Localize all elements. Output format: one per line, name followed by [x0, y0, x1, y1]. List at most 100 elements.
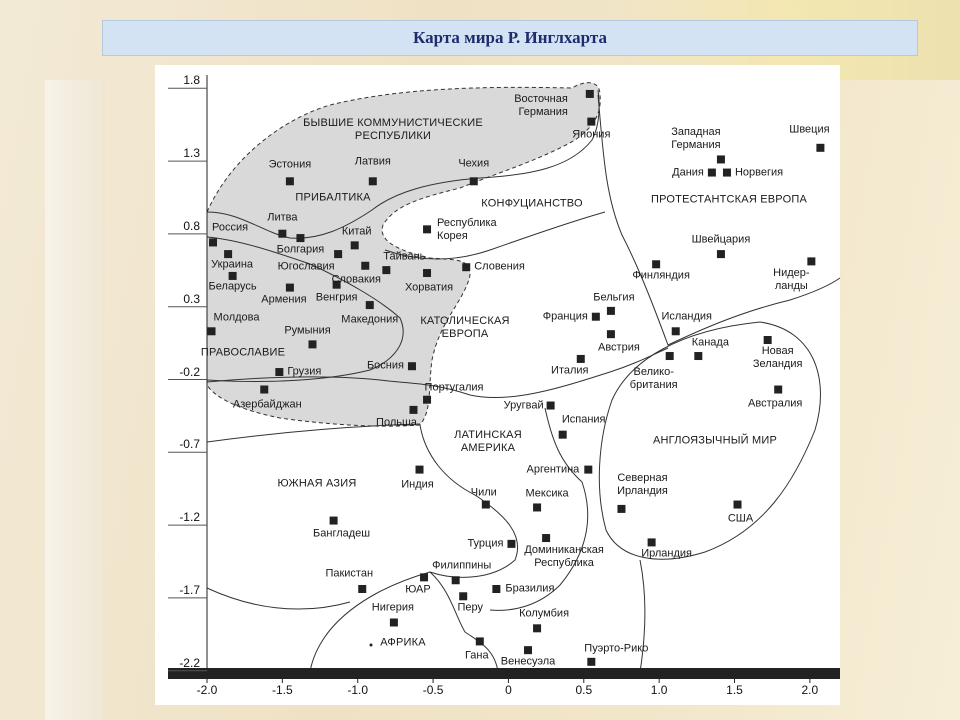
- point: [722, 168, 731, 177]
- point: [407, 362, 416, 371]
- region-label: АНГЛОЯЗЫЧНЫЙ МИР: [652, 434, 778, 447]
- region-label: БЫВШИЕ КОММУНИСТИЧЕСКИЕ РЕСПУБЛИКИ: [303, 117, 483, 142]
- point-label: Аргентина: [526, 463, 580, 476]
- point-label: Словакия: [331, 273, 381, 286]
- point: [285, 177, 294, 186]
- region-ex-communist: [206, 82, 601, 427]
- point-label: Босния: [366, 359, 404, 372]
- region-label: КОНФУЦИАНСТВО: [481, 197, 583, 210]
- point: [492, 585, 501, 594]
- region-label: АФРИКА: [380, 636, 426, 649]
- point: [671, 327, 680, 336]
- point: [420, 573, 429, 582]
- point: [224, 250, 233, 259]
- point-label: Чехия: [458, 157, 490, 170]
- point: [423, 269, 432, 278]
- point: [707, 168, 716, 177]
- point-label: Филиппины: [432, 559, 492, 572]
- slide-title: Карта мира Р. Инглхарта: [413, 28, 607, 47]
- x-tick-label: -1.0: [347, 683, 369, 697]
- region-label: ПРОТЕСТАНТСКАЯ ЕВРОПА: [650, 193, 808, 206]
- point-label: Чили: [470, 486, 497, 499]
- point-label: Румыния: [284, 324, 331, 337]
- point: [358, 585, 367, 594]
- point-label: Франция: [542, 310, 588, 323]
- point: [209, 238, 218, 247]
- x-tick-label: 0.5: [575, 683, 593, 697]
- point-label: Турция: [467, 537, 504, 550]
- point-label: Болгария: [276, 243, 325, 256]
- x-tick-label: -1.5: [272, 683, 293, 697]
- point-label: Италия: [551, 364, 589, 377]
- point: [576, 354, 585, 363]
- point-label: Словения: [474, 260, 525, 273]
- region-label: ПРАВОСЛАВИЕ: [200, 346, 286, 359]
- point: [368, 177, 377, 186]
- point-label: Дания: [672, 166, 704, 179]
- point-label: Япония: [572, 128, 611, 141]
- point: [350, 241, 359, 250]
- region-line: [206, 236, 404, 383]
- point: [423, 395, 432, 404]
- y-tick-label: -0.2: [179, 364, 200, 379]
- point: [334, 250, 343, 259]
- region-line: [206, 587, 351, 610]
- point: [415, 465, 424, 474]
- point: [260, 385, 269, 394]
- point-label: Швеция: [789, 123, 830, 136]
- point: [469, 177, 478, 186]
- point: [807, 257, 816, 266]
- point-label: Молдова: [213, 311, 260, 324]
- y-tick-label: -0.7: [179, 437, 200, 452]
- point: [816, 143, 825, 152]
- point: [533, 503, 542, 512]
- region-line: [429, 571, 499, 673]
- point: [584, 465, 593, 474]
- point-label: Армения: [261, 293, 307, 306]
- point-label: Колумбия: [519, 607, 570, 620]
- point-label: Македония: [341, 313, 399, 326]
- point: [774, 385, 783, 394]
- point-label: Китай: [341, 225, 372, 238]
- point-label: Эстония: [268, 158, 312, 171]
- point: [652, 260, 661, 269]
- point-label: Австралия: [748, 397, 803, 410]
- x-tick-label: -2.0: [196, 683, 218, 697]
- point-label: США: [727, 512, 754, 525]
- point-label: Уругвай: [503, 399, 544, 412]
- point: [207, 327, 216, 336]
- point-label: Литва: [267, 211, 298, 224]
- region-label: ЮЖНАЯ АЗИЯ: [277, 477, 357, 490]
- region-label: КАТОЛИЧЕСКАЯ ЕВРОПА: [420, 315, 510, 340]
- y-tick-label: 0.8: [183, 218, 200, 233]
- point: [665, 352, 674, 361]
- point-label: Мексика: [525, 487, 569, 500]
- region-line: [206, 423, 421, 443]
- point: [423, 225, 432, 234]
- x-tick-label: 0: [505, 683, 512, 697]
- region-label: ПРИБАЛТИКА: [295, 191, 371, 204]
- point-label: Португалия: [424, 381, 484, 394]
- point: [462, 263, 471, 272]
- point-label: Бангладеш: [313, 527, 371, 540]
- point-label: Хорватия: [404, 281, 454, 294]
- point-label: Югославия: [277, 260, 335, 273]
- y-tick-label: -2.2: [179, 655, 200, 670]
- dot: [369, 643, 373, 647]
- title-bar: Карта мира Р. Инглхарта: [102, 20, 918, 56]
- region-label: ЛАТИНСКАЯ АМЕРИКА: [454, 429, 522, 454]
- x-tick-label: 1.0: [650, 683, 668, 697]
- y-tick-label: -1.2: [179, 510, 200, 525]
- point-label: Латвия: [354, 155, 391, 168]
- point: [507, 539, 516, 548]
- point-label: Индия: [401, 478, 434, 491]
- point-label: Тайвань: [383, 250, 426, 263]
- point: [617, 504, 626, 513]
- x-tick-label: -0.5: [422, 683, 444, 697]
- point: [459, 592, 468, 601]
- point: [329, 516, 338, 525]
- point: [278, 229, 287, 238]
- point-label: Перу: [457, 601, 483, 614]
- point: [558, 430, 567, 439]
